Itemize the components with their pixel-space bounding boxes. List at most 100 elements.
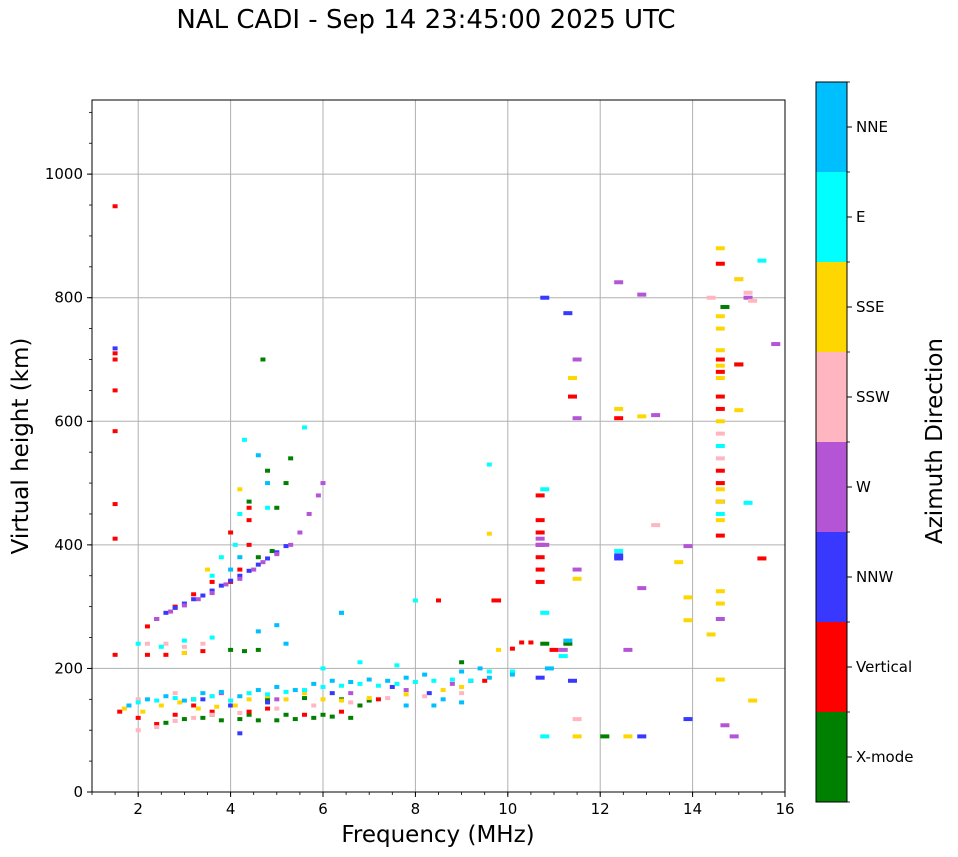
y-tick-label: 1000	[45, 165, 83, 183]
echo-point	[720, 723, 730, 728]
echo-point	[757, 556, 767, 561]
echo-point	[486, 675, 492, 680]
echo-point	[535, 518, 545, 523]
echo-point	[181, 698, 187, 703]
series-vertical	[112, 204, 767, 727]
echo-point	[163, 652, 169, 657]
echo-point	[218, 583, 224, 588]
echo-point	[302, 691, 308, 696]
echo-point	[614, 556, 624, 561]
echo-point	[651, 523, 661, 528]
echo-point	[509, 672, 515, 677]
echo-point	[431, 703, 437, 708]
echo-point	[292, 688, 298, 693]
echo-point	[394, 663, 400, 668]
echo-point	[715, 487, 725, 492]
echo-point	[329, 678, 335, 683]
echo-point	[403, 675, 409, 680]
x-tick-label: 10	[498, 800, 517, 818]
echo-point	[191, 592, 197, 597]
echo-point	[237, 576, 243, 581]
x-tick-label: 2	[133, 800, 143, 818]
echo-point	[535, 675, 545, 680]
echo-point	[715, 677, 725, 682]
echo-point	[637, 292, 647, 297]
echo-point	[172, 696, 178, 701]
echo-point	[771, 342, 781, 347]
echo-point	[269, 549, 275, 554]
series-nne	[126, 453, 573, 708]
echo-point	[549, 647, 559, 652]
echo-point	[375, 683, 381, 688]
echo-point	[246, 499, 252, 504]
echo-point	[306, 511, 312, 516]
echo-point	[315, 493, 321, 498]
echo-point	[496, 598, 502, 603]
echo-point	[181, 638, 187, 643]
echo-point	[558, 654, 568, 659]
echo-point	[214, 704, 220, 709]
echo-point	[637, 586, 647, 591]
echo-point	[715, 326, 725, 331]
echo-point	[320, 697, 326, 702]
colorbar-segment	[816, 712, 847, 802]
echo-point	[255, 718, 261, 723]
echo-point	[232, 542, 238, 547]
echo-point	[412, 598, 418, 603]
echo-point	[228, 647, 234, 652]
echo-point	[715, 419, 725, 424]
echo-point	[715, 444, 725, 448]
echo-point	[743, 295, 753, 300]
echo-point	[715, 589, 725, 594]
echo-point	[135, 697, 141, 702]
echo-point	[163, 694, 169, 699]
echo-point	[623, 647, 633, 652]
echo-point	[144, 697, 150, 702]
echo-point	[265, 697, 271, 702]
echo-point	[246, 542, 252, 547]
y-tick-label: 400	[54, 536, 83, 554]
echo-point	[535, 530, 545, 535]
colorbar-frame	[815, 81, 848, 803]
echo-point	[614, 406, 624, 411]
grid-lines	[92, 100, 786, 792]
echo-point	[297, 530, 303, 535]
echo-point	[154, 698, 160, 703]
echo-point	[572, 567, 582, 572]
echo-point	[600, 734, 610, 739]
echo-point	[558, 647, 568, 652]
echo-point	[302, 712, 308, 717]
echo-point	[338, 698, 344, 703]
echo-point	[459, 691, 465, 696]
echo-points	[112, 204, 781, 739]
echo-point	[209, 712, 215, 717]
echo-point	[274, 684, 280, 689]
echo-point	[237, 710, 243, 715]
echo-point	[172, 605, 178, 610]
echo-point	[228, 578, 234, 583]
y-tick-label: 800	[54, 289, 83, 307]
echo-point	[237, 573, 243, 578]
echo-point	[459, 684, 465, 689]
echo-point	[112, 357, 118, 362]
echo-point	[302, 696, 308, 701]
echo-point	[563, 638, 573, 643]
echo-point	[200, 649, 206, 654]
echo-point	[260, 357, 266, 362]
echo-point	[237, 555, 243, 560]
echo-point	[715, 369, 725, 374]
echo-point	[734, 277, 744, 282]
echo-point	[535, 555, 545, 560]
echo-point	[486, 669, 492, 674]
echo-point	[468, 678, 474, 683]
y-axis: 0 200 400 600 800 1000	[45, 111, 92, 801]
echo-point	[209, 709, 215, 714]
echo-point	[683, 717, 693, 722]
echo-point	[112, 429, 118, 434]
echo-point	[572, 576, 582, 581]
echo-point	[237, 567, 243, 572]
echo-point	[509, 646, 515, 651]
echo-point	[348, 715, 354, 720]
echo-point	[311, 681, 317, 686]
